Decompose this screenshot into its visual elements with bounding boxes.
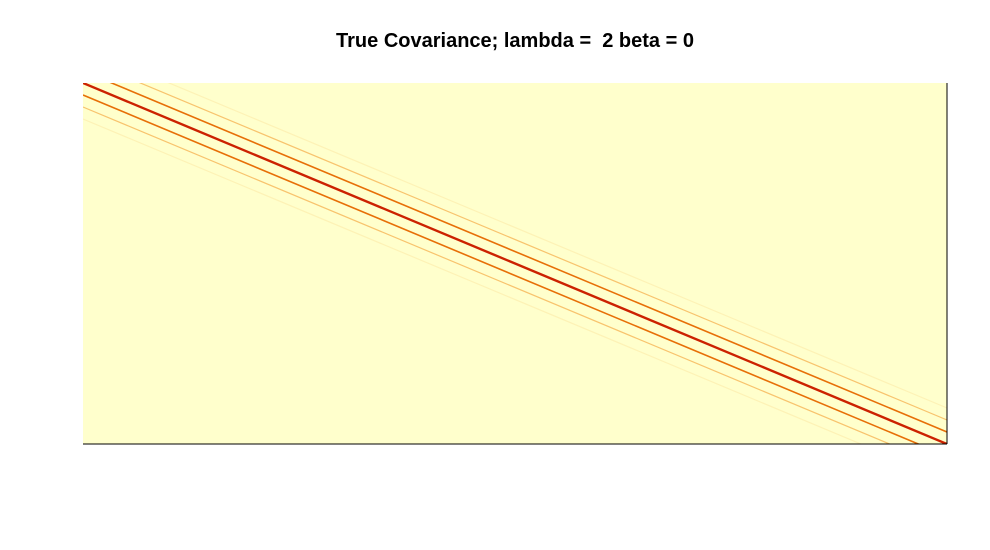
diagonal-band-offset-plus-2 xyxy=(83,106,892,444)
chart-title: True Covariance; lambda = 2 beta = 0 xyxy=(336,30,694,52)
diagonal-band-offset-minus-1 xyxy=(109,83,947,433)
diagonal-band-offset-plus-1 xyxy=(83,94,921,444)
diagonal-band-offset-minus-2 xyxy=(138,83,947,421)
diagonal-band-offset-minus-3 xyxy=(167,83,947,409)
diagonal-band-offset-0 xyxy=(83,83,947,444)
diagonal-band-offset-plus-3 xyxy=(83,118,863,444)
diagonal-bands xyxy=(83,83,947,444)
